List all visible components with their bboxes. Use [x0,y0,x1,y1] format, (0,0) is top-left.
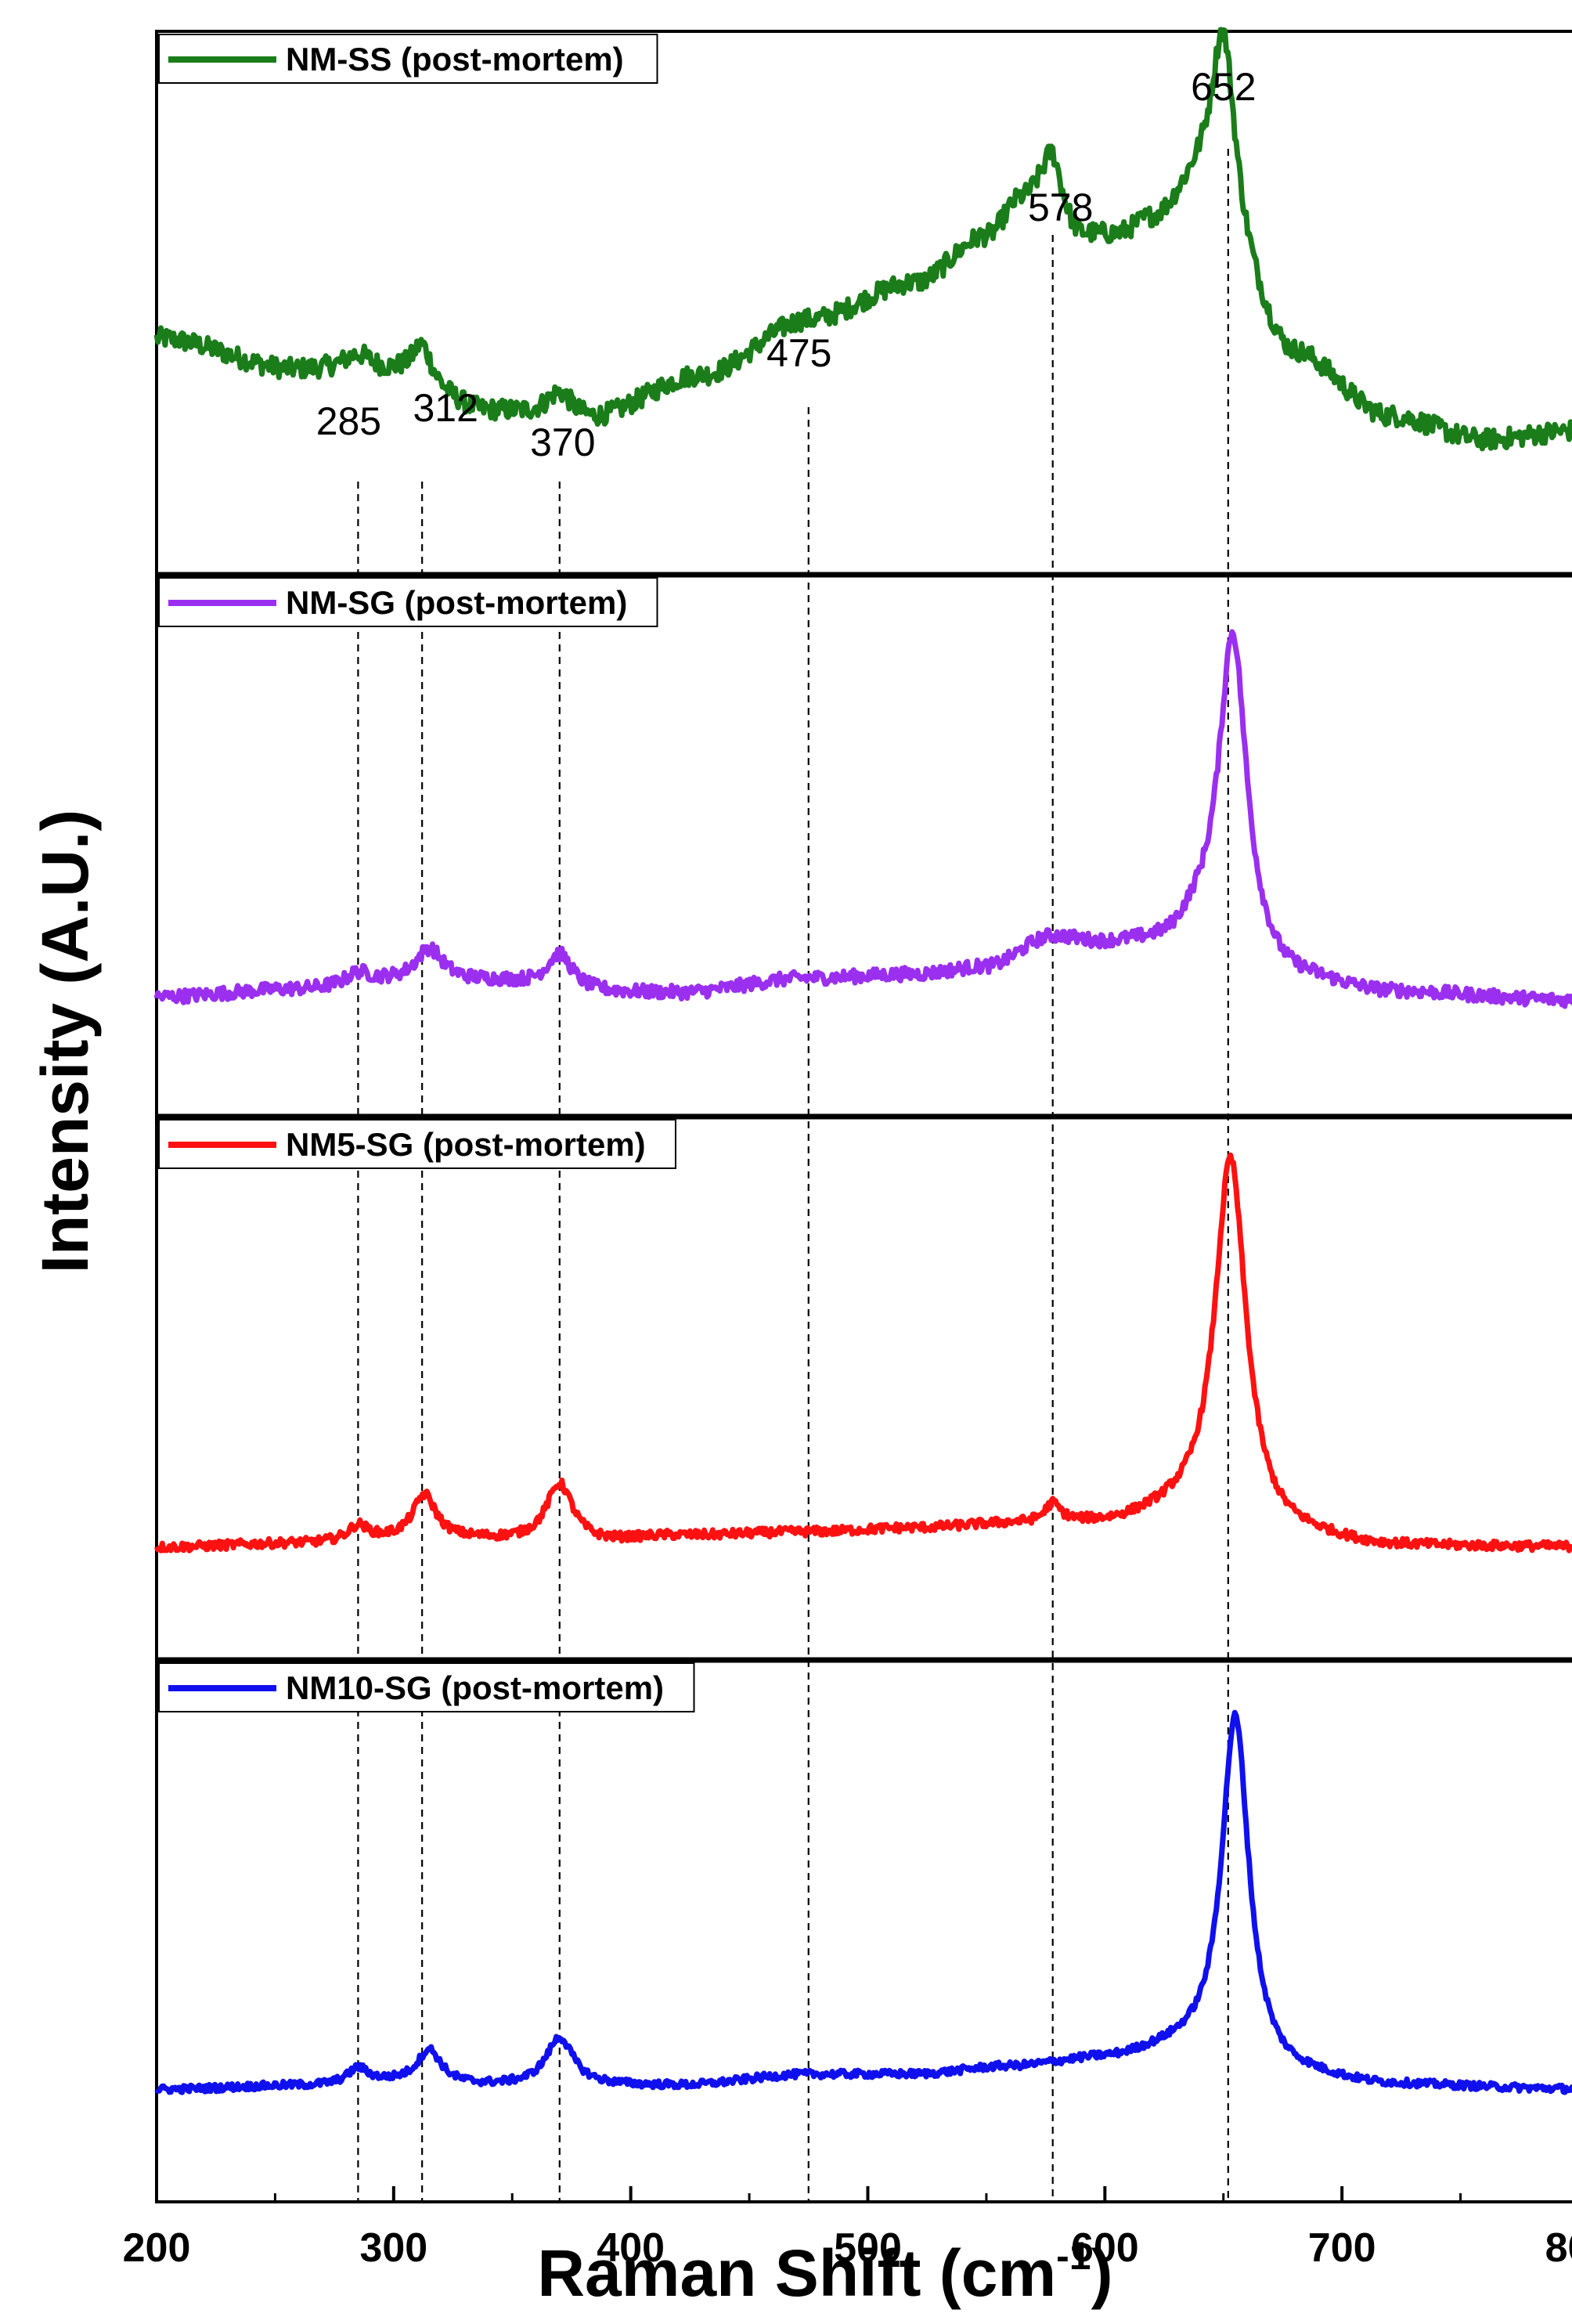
reference-lines-layer [357,149,1229,2202]
peak-label-370: 370 [530,420,595,464]
peak-label-475: 475 [766,331,831,375]
x-axis-title-close: ) [1091,2236,1113,2310]
peak-label-578: 578 [1028,186,1093,229]
peak-label-285: 285 [316,399,381,443]
series-line-4 [154,1709,1572,2095]
x-tick-label-700: 700 [1308,2225,1376,2271]
panel-frame-4 [155,1658,1572,2203]
x-axis-title-main: Raman Shift (cm [537,2236,1056,2310]
series-line-1 [153,27,1572,452]
axes-layer: 200 300 400 500 600 700 800 [123,572,1572,2271]
legends-layer: NM-SS (post-mortem) NM-SG (post-mortem) NM… [158,34,695,1712]
panel-frame-3 [155,1115,1572,1662]
series-line-3 [153,1152,1572,1554]
x-tick-label-600: 600 [1071,2225,1139,2271]
series-layer [153,27,1572,2095]
panel-frame-2 [155,573,1572,1118]
x-tick-label-400: 400 [597,2225,665,2271]
peak-label-312: 312 [413,386,478,430]
peak-labels-layer: 285 312 370 475 578 652 [316,65,1257,464]
x-tick-label-200: 200 [123,2225,191,2271]
series-line-2 [153,629,1572,1009]
legend-label-3: NM5-SG (post-mortem) [286,1126,646,1163]
x-axis-title-superscript: -1 [1056,2234,1091,2278]
x-tick-label-500: 500 [834,2225,902,2271]
y-axis-title: Intensity (A.U.) [28,810,102,1274]
legend-label-2: NM-SG (post-mortem) [286,584,627,621]
x-tick-label-300: 300 [359,2225,427,2271]
x-tick-label-800: 800 [1545,2225,1572,2271]
legend-label-1: NM-SS (post-mortem) [286,41,624,78]
peak-label-652: 652 [1191,65,1256,109]
legend-label-4: NM10-SG (post-mortem) [286,1669,664,1706]
x-axis-title: Raman Shift (cm-1) [537,2234,1112,2310]
